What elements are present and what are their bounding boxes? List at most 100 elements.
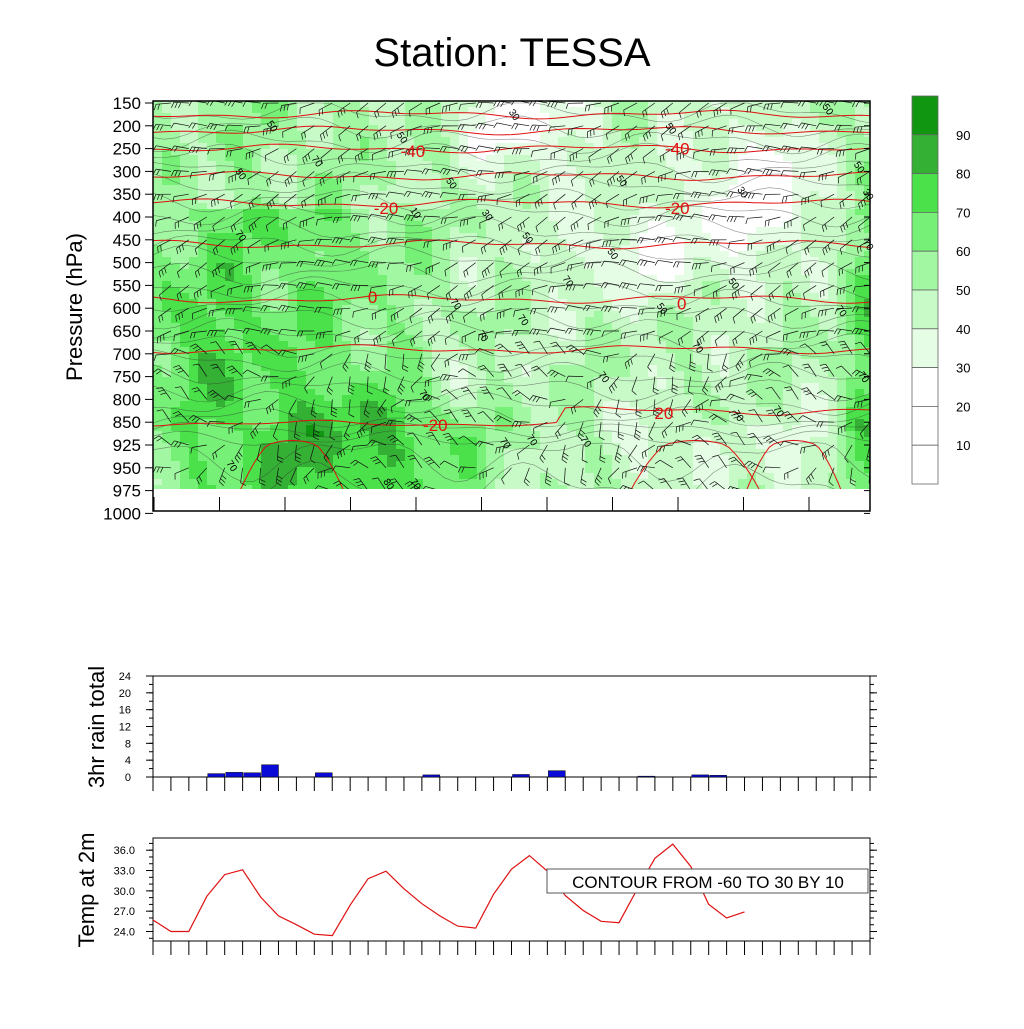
humidity-cell xyxy=(702,365,712,372)
humidity-cell xyxy=(738,233,748,240)
humidity-cell xyxy=(693,443,703,450)
humidity-cell xyxy=(468,305,478,312)
humidity-cell xyxy=(612,161,622,168)
humidity-cell xyxy=(351,293,361,300)
humidity-cell xyxy=(171,281,181,288)
humidity-cell xyxy=(432,143,442,150)
humidity-cell xyxy=(153,311,163,318)
humidity-cell xyxy=(531,131,541,138)
humidity-cell xyxy=(324,449,334,456)
humidity-cell xyxy=(522,359,532,366)
humidity-cell xyxy=(603,113,613,120)
humidity-cell xyxy=(423,449,433,456)
humidity-cell xyxy=(378,221,388,228)
humidity-cell xyxy=(711,293,721,300)
humidity-cell xyxy=(459,149,469,156)
humidity-cell xyxy=(405,347,415,354)
humidity-cell xyxy=(207,389,217,396)
humidity-cell xyxy=(351,287,361,294)
humidity-cell xyxy=(360,311,370,318)
humidity-cell xyxy=(216,101,226,108)
humidity-cell xyxy=(810,383,820,390)
humidity-cell xyxy=(774,179,784,186)
humidity-cell xyxy=(207,239,217,246)
humidity-cell xyxy=(405,401,415,408)
humidity-cell xyxy=(207,215,217,222)
humidity-cell xyxy=(657,413,667,420)
humidity-cell xyxy=(279,137,289,144)
humidity-cell xyxy=(387,275,397,282)
humidity-cell xyxy=(531,287,541,294)
humidity-cell xyxy=(405,323,415,330)
humidity-cell xyxy=(819,119,829,126)
humidity-cell xyxy=(846,425,856,432)
humidity-cell xyxy=(783,341,793,348)
humidity-cell xyxy=(828,425,838,432)
humidity-cell xyxy=(450,113,460,120)
humidity-cell xyxy=(351,317,361,324)
humidity-cell xyxy=(603,347,613,354)
humidity-cell xyxy=(522,137,532,144)
humidity-cell xyxy=(459,425,469,432)
humidity-cell xyxy=(351,407,361,414)
humidity-cell xyxy=(162,473,172,480)
humidity-cell xyxy=(648,233,658,240)
humidity-cell xyxy=(270,461,280,468)
humidity-cell xyxy=(594,347,604,354)
humidity-cell xyxy=(360,263,370,270)
humidity-cell xyxy=(297,329,307,336)
humidity-cell xyxy=(270,155,280,162)
humidity-cell xyxy=(414,443,424,450)
humidity-cell xyxy=(360,455,370,462)
humidity-cell xyxy=(576,113,586,120)
humidity-cell xyxy=(360,185,370,192)
humidity-cell xyxy=(738,431,748,438)
humidity-cell xyxy=(243,329,253,336)
humidity-cell xyxy=(738,119,748,126)
humidity-cell xyxy=(612,383,622,390)
humidity-cell xyxy=(738,323,748,330)
humidity-cell xyxy=(162,101,172,108)
humidity-cell xyxy=(558,353,568,360)
humidity-cell xyxy=(585,335,595,342)
humidity-cell xyxy=(378,131,388,138)
humidity-cell xyxy=(351,143,361,150)
humidity-cell xyxy=(684,209,694,216)
humidity-cell xyxy=(477,239,487,246)
humidity-cell xyxy=(324,347,334,354)
humidity-cell xyxy=(639,233,649,240)
humidity-cell xyxy=(396,131,406,138)
humidity-cell xyxy=(459,203,469,210)
humidity-cell xyxy=(567,167,577,174)
humidity-cell xyxy=(567,197,577,204)
humidity-cell xyxy=(666,245,676,252)
humidity-cell xyxy=(468,311,478,318)
humidity-cell xyxy=(549,209,559,216)
humidity-cell xyxy=(693,431,703,438)
humidity-cell xyxy=(738,101,748,108)
humidity-cell xyxy=(477,137,487,144)
humidity-cell xyxy=(468,323,478,330)
humidity-cell xyxy=(288,281,298,288)
humidity-cell xyxy=(360,137,370,144)
humidity-cell xyxy=(513,395,523,402)
humidity-cell xyxy=(846,389,856,396)
humidity-cell xyxy=(270,449,280,456)
humidity-cell xyxy=(810,227,820,234)
humidity-cell xyxy=(657,155,667,162)
humidity-cell xyxy=(207,179,217,186)
humidity-cell xyxy=(171,149,181,156)
humidity-cell xyxy=(216,233,226,240)
humidity-cell xyxy=(261,323,271,330)
humidity-cell xyxy=(801,107,811,114)
humidity-cell xyxy=(729,215,739,222)
humidity-cell xyxy=(738,263,748,270)
humidity-cell xyxy=(189,125,199,132)
humidity-cell xyxy=(432,113,442,120)
humidity-cell xyxy=(261,317,271,324)
humidity-cell xyxy=(594,461,604,468)
humidity-cell xyxy=(351,353,361,360)
humidity-cell xyxy=(468,419,478,426)
humidity-cell xyxy=(252,359,262,366)
humidity-cell xyxy=(846,263,856,270)
